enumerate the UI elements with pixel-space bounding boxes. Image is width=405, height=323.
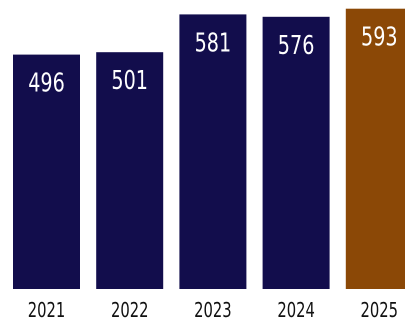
value-label-2023: 581: [195, 27, 232, 58]
bar-2025: [345, 8, 405, 289]
bar-2024: [262, 16, 330, 290]
x-tick-labels-group: 2021 2022 2023 2024 2025: [28, 300, 398, 323]
x-tick-label-2024: 2024: [277, 300, 314, 323]
x-tick-label-2021: 2021: [28, 300, 65, 323]
x-tick-label-2025: 2025: [361, 300, 398, 323]
x-tick-label-2022: 2022: [111, 300, 148, 323]
bars-group: [13, 8, 405, 290]
value-label-2022: 501: [111, 65, 148, 96]
value-label-2025: 593: [361, 22, 398, 53]
x-tick-label-2023: 2023: [194, 300, 231, 323]
bar-2022: [96, 52, 164, 290]
bar-2023: [179, 14, 247, 290]
value-labels-group: 496 501 581 576 593: [28, 22, 397, 99]
value-label-2021: 496: [28, 68, 65, 99]
value-label-2024: 576: [278, 30, 315, 61]
bar-2021: [13, 54, 80, 289]
